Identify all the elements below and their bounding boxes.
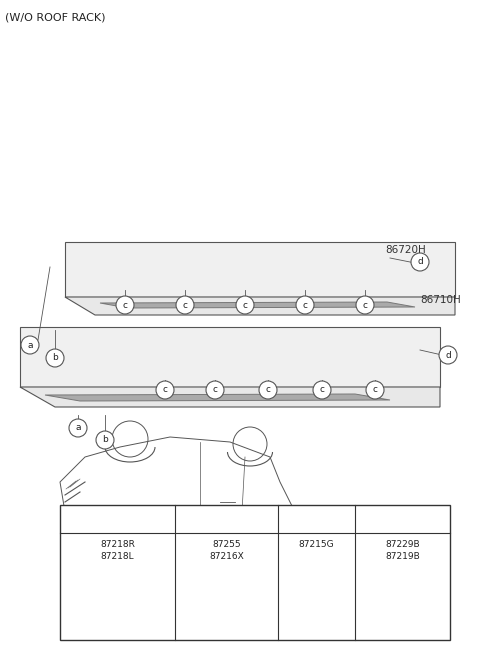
Text: 87255
87216X: 87255 87216X: [209, 540, 244, 561]
Polygon shape: [384, 591, 412, 597]
Circle shape: [313, 381, 331, 399]
Text: c: c: [265, 386, 271, 394]
Text: c: c: [372, 386, 377, 394]
Text: (W/O ROOF RACK): (W/O ROOF RACK): [5, 12, 106, 22]
Circle shape: [206, 381, 224, 399]
Circle shape: [236, 296, 254, 314]
Polygon shape: [104, 586, 124, 594]
Text: c: c: [163, 386, 168, 394]
Polygon shape: [216, 597, 240, 609]
Circle shape: [199, 511, 215, 527]
Circle shape: [84, 511, 100, 527]
Polygon shape: [20, 387, 440, 407]
Text: d: d: [417, 258, 423, 267]
Polygon shape: [65, 242, 455, 297]
Text: 87229B
87219B: 87229B 87219B: [385, 540, 420, 561]
Circle shape: [259, 381, 277, 399]
Text: c: c: [122, 300, 128, 309]
Circle shape: [96, 431, 114, 449]
Circle shape: [116, 296, 134, 314]
Text: a: a: [27, 340, 33, 350]
Text: c: c: [362, 300, 368, 309]
Polygon shape: [214, 593, 242, 605]
Circle shape: [439, 346, 457, 364]
Circle shape: [46, 349, 64, 367]
Text: d: d: [380, 514, 385, 524]
Polygon shape: [100, 302, 415, 308]
Text: c: c: [182, 300, 188, 309]
Text: c: c: [302, 300, 308, 309]
Circle shape: [296, 296, 314, 314]
Text: c: c: [213, 386, 217, 394]
Polygon shape: [20, 327, 440, 387]
Text: b: b: [204, 514, 209, 524]
Text: a: a: [75, 424, 81, 432]
Polygon shape: [168, 557, 258, 575]
Circle shape: [156, 381, 174, 399]
Circle shape: [411, 253, 429, 271]
Text: c: c: [294, 514, 299, 524]
Circle shape: [176, 296, 194, 314]
Text: b: b: [102, 436, 108, 445]
Circle shape: [288, 511, 304, 527]
Text: b: b: [52, 353, 58, 363]
Text: 86720H: 86720H: [385, 245, 426, 255]
Text: c: c: [242, 300, 248, 309]
Text: a: a: [90, 514, 95, 524]
Circle shape: [69, 419, 87, 437]
Circle shape: [21, 336, 39, 354]
Text: 87215G: 87215G: [299, 540, 334, 549]
Text: 86710H: 86710H: [420, 295, 461, 305]
Circle shape: [356, 296, 374, 314]
FancyBboxPatch shape: [60, 505, 450, 640]
Circle shape: [366, 381, 384, 399]
Polygon shape: [384, 597, 420, 603]
Circle shape: [374, 511, 391, 527]
Polygon shape: [45, 394, 390, 401]
Text: d: d: [445, 350, 451, 359]
Text: c: c: [320, 386, 324, 394]
Polygon shape: [306, 596, 326, 608]
Polygon shape: [104, 594, 132, 602]
Polygon shape: [65, 297, 455, 315]
Text: 87218R
87218L: 87218R 87218L: [100, 540, 135, 561]
